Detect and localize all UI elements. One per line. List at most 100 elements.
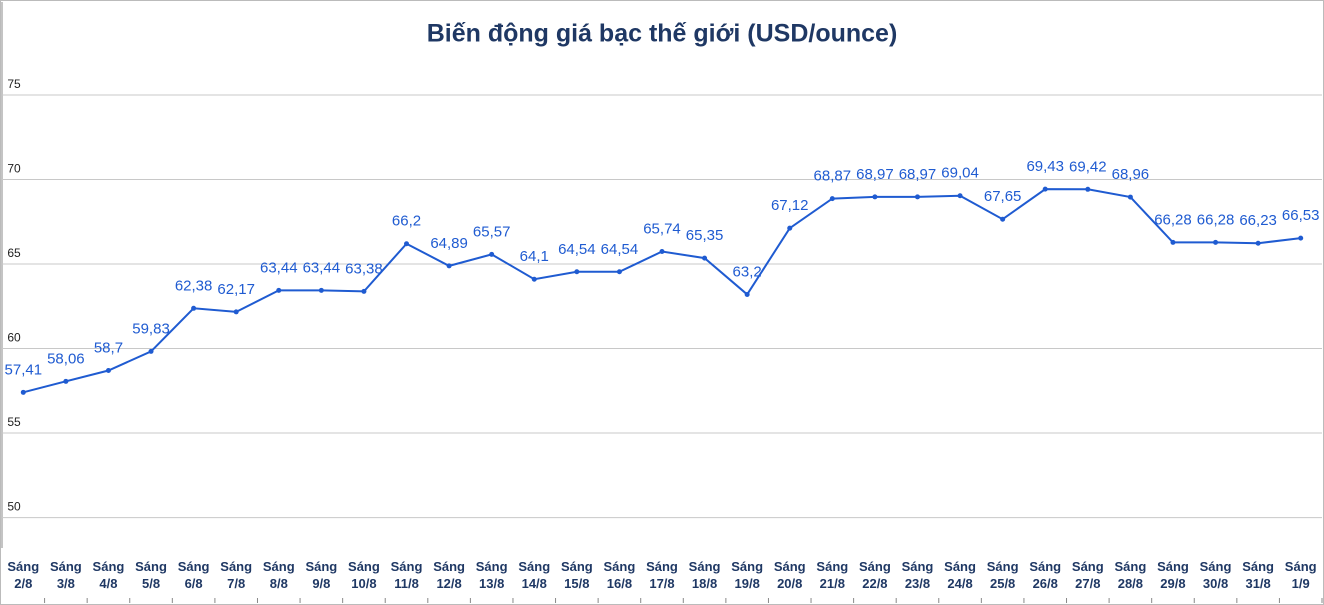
x-tick-label: Sáng 20/8 [774,559,806,591]
x-tick-label: Sáng 4/8 [93,559,125,591]
x-tick-label: Sáng 13/8 [476,559,508,591]
x-tick-label: Sáng 22/8 [859,559,891,591]
point [1298,235,1304,241]
data-label: 66,28 [1154,211,1192,228]
x-tick-label: Sáng 14/8 [518,559,550,591]
data-label: 64,54 [601,241,639,258]
chart-title: Biến động giá bạc thế giới (USD/ounce) [427,20,898,48]
x-tick-label: Sáng 21/8 [816,559,848,591]
x-tick-label: Sáng 16/8 [604,559,636,591]
point [105,368,111,374]
data-label: 66,53 [1282,207,1320,224]
x-tick-label: Sáng 26/8 [1029,559,1061,591]
x-tick-label: Sáng 31/8 [1242,559,1274,591]
data-label: 69,43 [1026,158,1064,175]
point [446,263,452,269]
point [1255,240,1261,246]
data-label: 68,87 [814,168,852,185]
data-label: 65,74 [643,220,681,237]
x-tick-label: Sáng 28/8 [1114,559,1146,591]
point [1000,216,1006,222]
y-tick-label: 60 [7,331,21,345]
x-tick-label: Sáng 18/8 [689,559,721,591]
x-tick-label: Sáng 17/8 [646,559,678,591]
data-label: 57,41 [5,361,43,378]
point [659,249,665,255]
point [829,196,835,202]
x-tick-label: Sáng 15/8 [561,559,593,591]
data-label: 68,97 [899,166,937,183]
data-label: 59,83 [132,320,170,337]
x-tick-label: Sáng 30/8 [1200,559,1232,591]
point [1085,186,1091,192]
x-tick-label: Sáng 12/8 [433,559,465,591]
point [1170,239,1176,245]
point [1213,239,1219,245]
data-label: 62,17 [217,281,255,298]
x-tick-label: Sáng 7/8 [220,559,252,591]
point [489,251,495,257]
point [404,241,410,247]
data-label: 64,54 [558,241,596,258]
x-tick-label: Sáng 2/8 [7,559,39,591]
x-tick-label: Sáng 10/8 [348,559,380,591]
point [702,255,708,261]
x-tick-label: Sáng 5/8 [135,559,167,591]
data-label: 64,89 [430,235,468,252]
y-tick-label: 50 [7,500,21,514]
point [574,269,580,275]
data-label: 63,2 [733,263,762,280]
data-label: 58,7 [94,339,123,356]
x-tick-label: Sáng 24/8 [944,559,976,591]
point [63,378,69,384]
point [276,287,282,293]
point [914,194,920,200]
x-tick-label: Sáng 27/8 [1072,559,1104,591]
data-label: 68,97 [856,166,894,183]
data-label: 69,04 [941,165,979,182]
x-tick-label: Sáng 6/8 [178,559,210,591]
point [233,309,239,315]
data-label: 67,65 [984,188,1022,205]
y-tick-label: 75 [7,77,21,91]
data-label: 65,35 [686,227,724,244]
point [361,288,367,294]
point [148,348,154,354]
point [957,193,963,199]
data-label: 66,2 [392,213,421,230]
point [872,194,878,200]
x-tick-label: Sáng 25/8 [987,559,1019,591]
point [191,305,197,311]
point [1042,186,1048,192]
point [531,276,537,282]
x-tick-label: Sáng 19/8 [731,559,763,591]
point [616,269,622,275]
x-tick-label: Sáng 8/8 [263,559,295,591]
x-tick-label: Sáng 9/8 [305,559,337,591]
point [1127,194,1133,200]
x-tick-label: Sáng 29/8 [1157,559,1189,591]
y-tick-label: 55 [7,415,21,429]
x-tick-label: Sáng 11/8 [391,559,423,591]
data-label: 66,23 [1239,212,1277,229]
data-label: 63,44 [260,259,298,276]
y-tick-label: 65 [7,246,21,260]
point [787,225,793,231]
y-tick-label: 70 [7,162,21,176]
data-label: 65,57 [473,223,511,240]
point [20,389,26,395]
data-label: 63,38 [345,260,383,277]
x-tick-label: Sáng 23/8 [902,559,934,591]
data-label: 63,44 [303,259,341,276]
data-label: 69,42 [1069,158,1107,175]
data-label: 62,38 [175,277,213,294]
data-label: 64,1 [520,248,549,265]
data-label: 66,28 [1197,211,1235,228]
x-tick-label: Sáng 3/8 [50,559,82,591]
point [318,287,324,293]
data-label: 67,12 [771,197,809,214]
data-label: 58,06 [47,350,85,367]
point [744,291,750,297]
